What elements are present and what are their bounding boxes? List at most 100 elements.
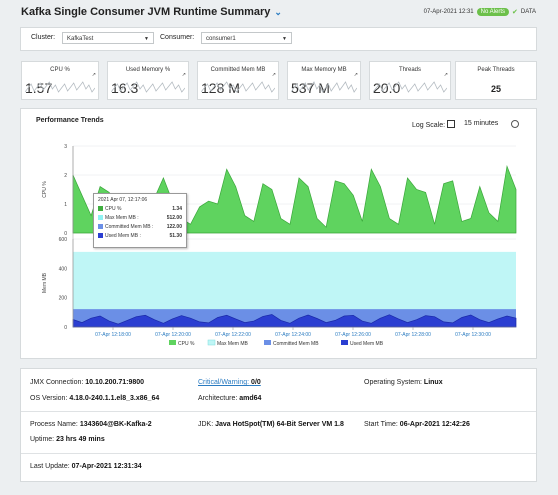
x-tick-label: 07-Apr 12:18:00 [95, 332, 131, 338]
filter-bar: Cluster: KafkaTest ▼ Consumer: consumer1 ▼ [20, 27, 537, 51]
trends-title: Performance Trends [36, 117, 104, 124]
cluster-select[interactable]: KafkaTest ▼ [62, 32, 154, 44]
arch-label: Architecture: [198, 395, 238, 402]
legend-label[interactable]: Max Mem MB [217, 341, 249, 347]
kpi-sparkline [201, 81, 275, 93]
osver-label: OS Version: [30, 395, 68, 402]
osver-value: 4.18.0-240.1.1.el8_3.x86_64 [69, 395, 160, 402]
used-mem-area [72, 314, 517, 328]
performance-trends-panel: Performance Trends Log Scale: 15 minutes… [20, 108, 537, 359]
x-tick-label: 07-Apr 12:28:00 [395, 332, 431, 338]
kpi-tile[interactable]: Used Memory % 16.3 ↗ [107, 61, 189, 100]
log-scale-label: Log Scale: [412, 122, 446, 129]
kpi-tile[interactable]: Max Memory MB 537 M ↗ [287, 61, 361, 100]
kpi-tile[interactable]: Threads 20.0 ↗ [369, 61, 451, 100]
kpi-tile[interactable]: CPU % 1.57 ↗ [21, 61, 99, 100]
clock-icon[interactable] [511, 120, 519, 128]
tooltip-label: Committed Mem MB : [105, 224, 154, 230]
cluster-value: KafkaTest [67, 36, 94, 42]
tooltip-label: Max Mem MB : [105, 215, 139, 221]
max-mem-area [73, 251, 516, 327]
kpi-label: Max Memory MB [301, 67, 347, 73]
chevron-down-icon[interactable]: ⌄ [274, 7, 282, 17]
jdk-label: JDK: [198, 421, 214, 428]
uptime-value: 23 hrs 49 mins [56, 436, 105, 443]
legend-label[interactable]: CPU % [178, 341, 195, 347]
kpi-tile[interactable]: Peak Threads 25 [455, 61, 537, 100]
alerts-badge[interactable]: No Alerts [476, 8, 509, 16]
tooltip-row: CPU % 1.34 [98, 206, 182, 213]
uptime: Uptime: 23 hrs 49 mins [30, 436, 105, 443]
os-version: OS Version: 4.18.0-240.1.1.el8_3.x86_64 [30, 395, 159, 402]
tooltip-time: 2021 Apr 07, 12:17:06 [98, 197, 148, 203]
page-title-text: Kafka Single Consumer JVM Runtime Summar… [21, 6, 271, 18]
dropdown-arrow-icon: ▼ [144, 36, 149, 42]
legend-swatch [98, 224, 103, 229]
critical-warning-link[interactable]: Critical/Warning: 0/0 [198, 379, 261, 386]
header-status: 07-Apr-2021 12:31 No Alerts ✔ DATA [424, 8, 536, 16]
legend-swatch [169, 340, 176, 345]
y-axis-label: CPU % [42, 181, 48, 198]
consumer-select[interactable]: consumer1 ▼ [201, 32, 292, 44]
kpi-label: Used Memory % [125, 67, 171, 73]
kpi-value: 1.57 [25, 80, 53, 96]
legend-label[interactable]: Committed Mem MB [273, 341, 319, 347]
x-tick-label: 07-Apr 12:24:00 [275, 332, 311, 338]
kpi-label: Peak Threads [477, 67, 515, 73]
jmx-connection: JMX Connection: 10.10.200.71:9800 [30, 379, 144, 386]
start-label: Start Time: [364, 421, 398, 428]
os-label: Operating System: [364, 379, 422, 386]
os-value: Linux [423, 379, 443, 386]
kpi-value: 25 [490, 84, 501, 94]
check-icon: ✔ [512, 9, 518, 16]
kpi-sparkline [373, 81, 447, 93]
critical-warning[interactable]: Critical/Warning: 0/0 [198, 379, 261, 386]
divider [21, 453, 536, 454]
expand-icon: ↗ [91, 72, 96, 78]
expand-icon: ↗ [271, 72, 276, 78]
tooltip-value: 1.34 [172, 206, 182, 212]
kpi-label: Threads [398, 67, 421, 73]
time-range-select[interactable]: 15 minutes [464, 120, 499, 127]
legend-label[interactable]: Used Mem MB [350, 341, 384, 347]
kpi-sparkline [25, 81, 95, 93]
legend-swatch [341, 340, 348, 345]
tooltip-label: CPU % [105, 206, 122, 212]
update-label: Last Update: [30, 463, 70, 470]
x-tick-label: 07-Apr 12:20:00 [155, 332, 191, 338]
legend-swatch [98, 233, 103, 238]
chart-tooltip: 2021 Apr 07, 12:17:06 CPU % 1.34 Max Mem M… [93, 193, 187, 248]
jdk-value: Java HotSpot(TM) 64-Bit Server VM 1.8 [215, 421, 344, 428]
kpi-label: CPU % [50, 67, 70, 73]
kpi-tile[interactable]: Committed Mem MB 128 M ↗ [197, 61, 279, 100]
update-value: 07-Apr-2021 12:31:34 [71, 463, 142, 470]
legend-swatch [207, 339, 216, 346]
y-tick-label: 200 [59, 296, 68, 302]
tooltip-label: Used Mem MB : [105, 233, 141, 239]
last-update: Last Update: 07-Apr-2021 12:31:34 [30, 463, 142, 470]
dropdown-arrow-icon: ▼ [282, 36, 287, 42]
kpi-label: Committed Mem MB [210, 67, 266, 73]
y-tick-label: 3 [64, 144, 67, 150]
expand-icon: ↗ [353, 72, 358, 78]
architecture: Architecture: amd64 [198, 395, 261, 402]
x-tick-label: 07-Apr 12:30:00 [455, 332, 491, 338]
log-scale-toggle[interactable]: Log Scale: [412, 120, 456, 129]
data-label: DATA [520, 9, 536, 15]
jmx-value: 10.10.200.71:9800 [85, 379, 145, 386]
proc-value: 1343604@BK-Kafka-2 [79, 421, 152, 428]
y-tick-label: 2 [64, 173, 67, 179]
tooltip-value: 512.00 [166, 215, 182, 221]
consumer-label: Consumer: [160, 34, 195, 41]
kpi-sparkline [291, 81, 357, 93]
expand-icon: ↗ [181, 72, 186, 78]
y-tick-label: 1 [64, 202, 67, 208]
tooltip-row: Used Mem MB : 51.30 [98, 233, 182, 240]
cluster-label: Cluster: [31, 34, 56, 41]
kpi-sparkline [111, 81, 185, 93]
tooltip-row: Committed Mem MB : 122.00 [98, 224, 182, 231]
jdk: JDK: Java HotSpot(TM) 64-Bit Server VM 1… [198, 421, 344, 428]
critical-label: Critical/Warning: [198, 379, 250, 386]
log-scale-checkbox[interactable] [447, 120, 456, 128]
operating-system: Operating System: Linux [364, 379, 443, 386]
